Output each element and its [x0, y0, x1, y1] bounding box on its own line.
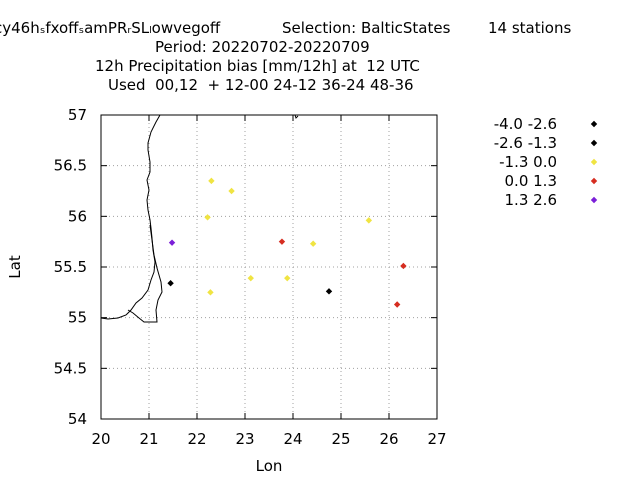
y-tick-label: 55.5: [54, 258, 87, 276]
legend-label: 0.0 1.3: [505, 172, 557, 190]
chart-title-used: Used 00,12 + 12-00 24-12 36-24 48-36: [108, 76, 414, 94]
x-tick-label: 20: [91, 430, 110, 448]
data-point: [168, 239, 176, 246]
coastline-curonian-spit: [127, 224, 163, 323]
data-point: [208, 177, 215, 185]
data-point: [400, 262, 407, 270]
y-tick-label: 57: [68, 106, 87, 124]
data-point: [284, 274, 291, 282]
y-tick-label: 54.5: [54, 359, 87, 377]
legend-marker: [590, 196, 598, 204]
data-point: [204, 214, 211, 221]
legend-label: -2.6 -1.3: [494, 134, 557, 152]
x-tick-label: 26: [379, 430, 398, 448]
coastline-north: [294, 114, 299, 119]
legend-marker: [590, 158, 598, 166]
x-tick-label: 24: [283, 430, 302, 448]
legend-label: 1.3 2.6: [505, 191, 557, 209]
data-point: [278, 238, 286, 245]
y-axis-label: Lat: [6, 255, 24, 279]
chart-title-stations: 14 stations: [488, 19, 572, 37]
legend-label: -4.0 -2.6: [494, 115, 557, 133]
data-point: [393, 301, 401, 308]
chart-title-selection: Selection: BalticStates: [282, 19, 451, 37]
legend-marker: [590, 177, 598, 185]
x-tick-label: 21: [139, 430, 158, 448]
data-point: [309, 240, 317, 247]
y-tick-label: 56: [68, 207, 87, 225]
grid: [101, 115, 437, 419]
data-point: [167, 280, 174, 287]
x-axis-label: Lon: [256, 457, 283, 475]
x-tick-label: 23: [235, 430, 254, 448]
x-tick-label: 22: [187, 430, 206, 448]
legend: -4.0 -2.6-2.6 -1.3-1.3 0.00.0 1.31.3 2.6: [494, 115, 598, 209]
data-point: [365, 217, 373, 224]
chart-title-variable: 12h Precipitation bias [mm/12h] at 12 UT…: [95, 57, 420, 75]
y-tick-label: 56.5: [54, 157, 87, 175]
data-point: [247, 274, 254, 282]
legend-label: -1.3 0.0: [499, 153, 557, 171]
coastline: [100, 114, 161, 320]
data-point: [207, 289, 214, 296]
y-tick-label: 54: [68, 410, 87, 428]
data-point: [325, 288, 333, 295]
data-point: [228, 187, 235, 195]
chart-title-period: Period: 20220702-20220709: [155, 38, 370, 56]
legend-marker: [590, 139, 598, 147]
legend-marker: [590, 120, 598, 128]
x-tick-label: 25: [331, 430, 350, 448]
data-points: [167, 177, 407, 308]
y-tick-label: 55: [68, 309, 87, 327]
chart-title-experiment: cy46hₛfxoffₛamPRᵣSLₗowvegoff: [0, 19, 221, 37]
x-tick-label: 27: [427, 430, 446, 448]
axis-ticks: 20 21 22 23 24 25 26 27 54 54.5 55 55.5 56 56.5 57: [54, 106, 447, 448]
